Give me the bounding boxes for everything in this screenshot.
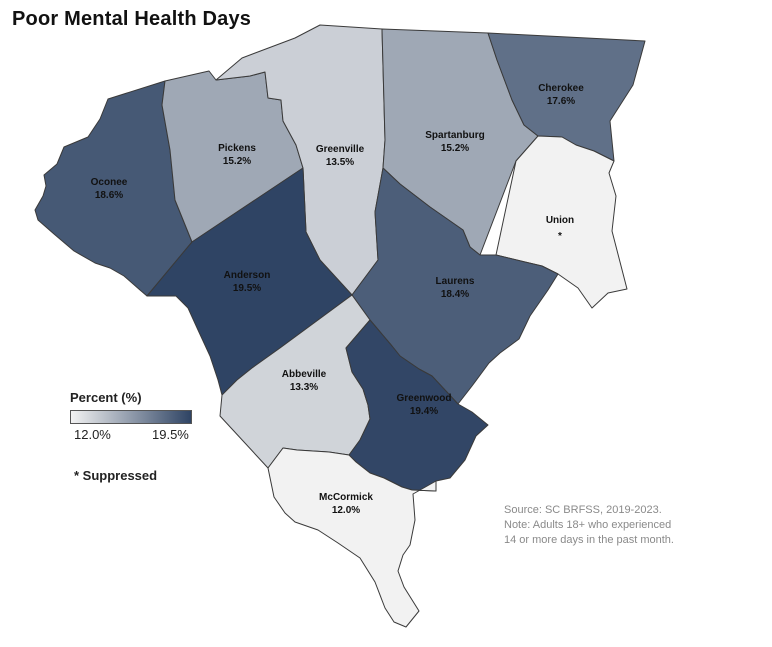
- county-name-greenville: Greenville: [316, 144, 365, 155]
- source-note: Source: SC BRFSS, 2019-2023. Note: Adult…: [504, 503, 674, 548]
- suppressed-note: * Suppressed: [74, 468, 158, 483]
- county-name-laurens: Laurens: [436, 276, 475, 287]
- county-value-spartanburg: 15.2%: [441, 143, 469, 154]
- county-name-oconee: Oconee: [91, 177, 128, 188]
- map-title: Poor Mental Health Days: [12, 8, 252, 30]
- source-line-2: Note: Adults 18+ who experienced: [504, 519, 672, 531]
- county-name-cherokee: Cherokee: [538, 83, 584, 94]
- source-line-3: 14 or more days in the past month.: [504, 534, 674, 546]
- county-value-cherokee: 17.6%: [547, 96, 575, 107]
- legend-max-label: 19.5%: [152, 427, 189, 442]
- county-name-greenwood: Greenwood: [396, 393, 451, 404]
- county-value-abbeville: 13.3%: [290, 382, 318, 393]
- source-line-1: Source: SC BRFSS, 2019-2023.: [504, 504, 662, 516]
- county-name-abbeville: Abbeville: [282, 369, 327, 380]
- county-value-laurens: 18.4%: [441, 289, 469, 300]
- county-mccormick[interactable]: [267, 447, 437, 628]
- county-value-pickens: 15.2%: [223, 156, 251, 167]
- county-name-mccormick: McCormick: [319, 492, 373, 503]
- county-name-anderson: Anderson: [224, 270, 271, 281]
- legend-ticks: 12.0% 19.5%: [70, 427, 200, 443]
- county-name-union: Union: [546, 215, 574, 226]
- legend-title: Percent (%): [70, 390, 142, 405]
- county-value-anderson: 19.5%: [233, 283, 261, 294]
- county-name-spartanburg: Spartanburg: [425, 130, 484, 141]
- legend-min-label: 12.0%: [74, 427, 111, 442]
- legend-color-ramp: [70, 410, 192, 424]
- county-value-mccormick: 12.0%: [332, 505, 360, 516]
- county-name-pickens: Pickens: [218, 143, 256, 154]
- county-value-union: *: [558, 231, 562, 242]
- legend: Percent (%) 12.0% 19.5%: [70, 390, 210, 443]
- county-value-greenwood: 19.4%: [410, 406, 438, 417]
- county-value-oconee: 18.6%: [95, 190, 123, 201]
- county-value-greenville: 13.5%: [326, 157, 354, 168]
